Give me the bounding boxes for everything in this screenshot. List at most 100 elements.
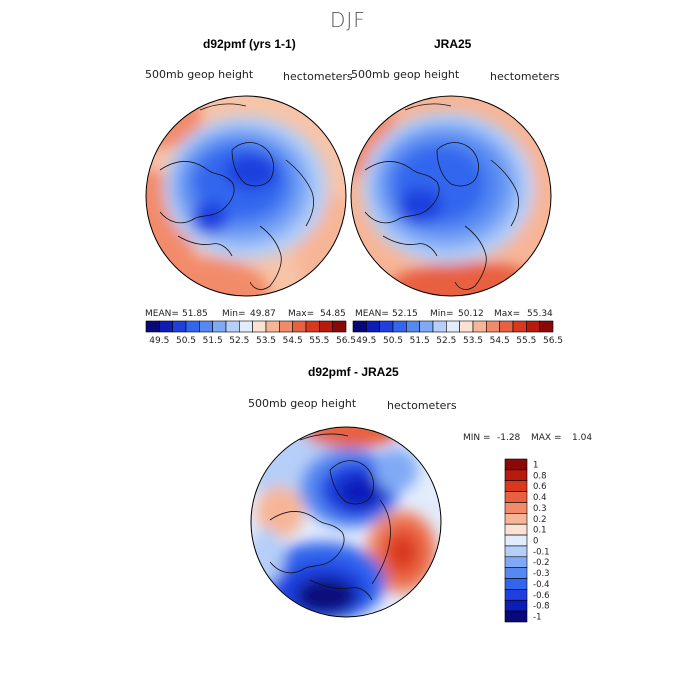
panel1-colorbar-swatch: [239, 320, 253, 333]
panel2-coast-alaska: [404, 103, 452, 111]
panel2-colorbar-tick-label: 49.5: [356, 336, 376, 346]
panel1-colorbar-swatch: [265, 320, 280, 333]
panel3-colorbar-swatch: [504, 567, 528, 579]
panel1-map-frame: [145, 95, 347, 297]
panel2-coastlines: [364, 103, 519, 290]
panel3-colorbar-tick-label: 0.8: [533, 471, 547, 481]
panel2-colorbar-tick-label: 56.5: [543, 336, 563, 346]
panel2-colorbar-swatch: [419, 320, 434, 333]
panel3-colorbar-swatch: [504, 458, 528, 471]
panel2-coast-greenland: [436, 142, 479, 187]
panel3-colorbar-swatch: [504, 534, 528, 547]
panel3-colorbar-tick-label: -0.8: [533, 602, 550, 612]
panel2-colorbar-swatch: [392, 320, 407, 333]
panel2-colorbar-swatch: [432, 320, 447, 333]
panel1-coast-greenland: [231, 142, 274, 187]
panel1-colorbar-swatch: [199, 320, 213, 333]
panel3-min-value: -1.28: [497, 433, 521, 443]
panel2-map-frame: [350, 95, 552, 297]
panel1-colorbar-swatch: [225, 320, 240, 333]
panel2-colorbar-swatch: [406, 320, 420, 333]
panel3-colorbar-tick-label: -1: [533, 613, 541, 623]
panel2-vortex-center: [398, 188, 442, 224]
panel2-colorbar-tick-label: 50.5: [383, 336, 403, 346]
panel2-colorbar-swatch: [446, 320, 460, 333]
panel3-colorbar-swatch: [504, 480, 528, 492]
panel1-coast-alaska: [199, 103, 247, 111]
panel3-colorbar-swatch: [504, 523, 528, 536]
panel1-colorbar-swatch: [319, 320, 333, 333]
panel2-colorbar-swatch: [526, 320, 540, 333]
panel2-colorbar-tick-label: 52.5: [436, 336, 456, 346]
panel1-max-value: 54.85: [320, 309, 346, 319]
panel3-coast-alaska: [299, 433, 349, 441]
panel3-colorbar-tick-label: 0.4: [533, 493, 547, 503]
panel1-vortex-lobe: [192, 202, 228, 234]
panel1-colorbar-tick-label: 53.5: [256, 336, 276, 346]
panel2-colorbar-swatch: [486, 320, 500, 333]
panel3-colorbar-swatch: [504, 513, 528, 525]
panel3-negative-north-core: [338, 476, 382, 508]
panel2-colorbar-swatch: [472, 320, 487, 333]
panel2-colorbar: 49.5 50.5 51.5 52.5 53.5 54.5 55.5 56.5: [352, 320, 563, 346]
panel1-min-label: Min=: [222, 309, 246, 319]
panel1-coast-europe: [249, 225, 282, 290]
panel2-colorbar-swatch: [459, 320, 474, 333]
panel1-vortex-center: [226, 154, 278, 190]
panel2-colorbar-swatch: [539, 320, 554, 333]
panel3-positive-east-core: [388, 534, 416, 570]
panel3-colorbar-tick-label: -0.2: [533, 558, 550, 568]
panel2-coast-europe: [454, 225, 487, 290]
panel1-colorbar-tick-label: 49.5: [149, 336, 169, 346]
panel3-coast-greenland: [329, 460, 374, 505]
panel3-title: d92pmf - JRA25: [308, 365, 399, 379]
panel3-map: [251, 427, 441, 617]
panel3-coastlines: [269, 433, 391, 601]
panel2-coast-siberia: [490, 159, 519, 227]
panel2-min-label: Min=: [430, 309, 454, 319]
panel3-light-negative-ne: [374, 448, 418, 492]
panel2-coast-hudson: [382, 235, 438, 257]
panel1-colorbar-swatch: [292, 320, 307, 333]
panel3-coast-hudson: [309, 579, 373, 601]
panel3-min-label: MIN =: [463, 433, 491, 443]
panel1-colorbar-swatch: [305, 320, 320, 333]
panel2-colorbar-swatch: [379, 320, 394, 333]
panel1-colorbar-swatch: [252, 320, 267, 333]
panel1-variable-label: 500mb geop height: [145, 68, 254, 81]
panel1-mean-value: 51.85: [182, 309, 208, 319]
panel3-map-frame: [250, 426, 442, 618]
panel3-colorbar-tick-label: 0.6: [533, 482, 547, 492]
panel1-colorbar-tick-label: 54.5: [283, 336, 303, 346]
panel2-coast-canada: [364, 161, 440, 224]
panel3-colorbar-swatch: [504, 578, 528, 590]
panel2-mean-label: MEAN=: [355, 309, 389, 319]
panel1-colorbar-swatch: [172, 320, 187, 333]
panel1-min-value: 49.87: [250, 309, 276, 319]
panel3-variable-label: 500mb geop height: [248, 397, 357, 410]
season-title: DJF: [330, 8, 366, 32]
panel2-colorbar-tick-label: 51.5: [410, 336, 430, 346]
panel3-colorbar-tick-label: 0.2: [533, 515, 547, 525]
panel3-positive-west: [256, 486, 304, 538]
panel2-map: [351, 96, 551, 296]
panel3-light-negative-west: [251, 528, 284, 584]
panel1-colorbar-tick-label: 55.5: [309, 336, 329, 346]
panel1-colorbar-tick-label: 52.5: [229, 336, 249, 346]
panel1-colorbar-swatch: [159, 320, 173, 333]
panel2-colorbar-swatch: [352, 320, 367, 333]
panel3-colorbar-tick-label: 0: [533, 537, 538, 547]
panel3-colorbar-tick-label: -0.1: [533, 547, 550, 557]
panel3-max-value: 1.04: [572, 433, 593, 443]
panel2-colorbar-tick-label: 53.5: [463, 336, 483, 346]
panel3-colorbar-tick-label: 1: [533, 460, 538, 470]
panel1-warm-band-south: [146, 257, 270, 296]
panel3-colorbar-tick-label: -0.3: [533, 569, 550, 579]
panel1-coastlines: [159, 103, 314, 290]
panel1-coast-hudson: [177, 235, 233, 257]
panel3-colorbar-swatch: [504, 545, 528, 558]
panel2-max-label: Max=: [494, 309, 521, 319]
panel3-colorbar: 10.80.60.40.30.20.10-0.1-0.2-0.3-0.4-0.6…: [504, 458, 550, 623]
panel2-colorbar-swatch: [512, 320, 527, 333]
